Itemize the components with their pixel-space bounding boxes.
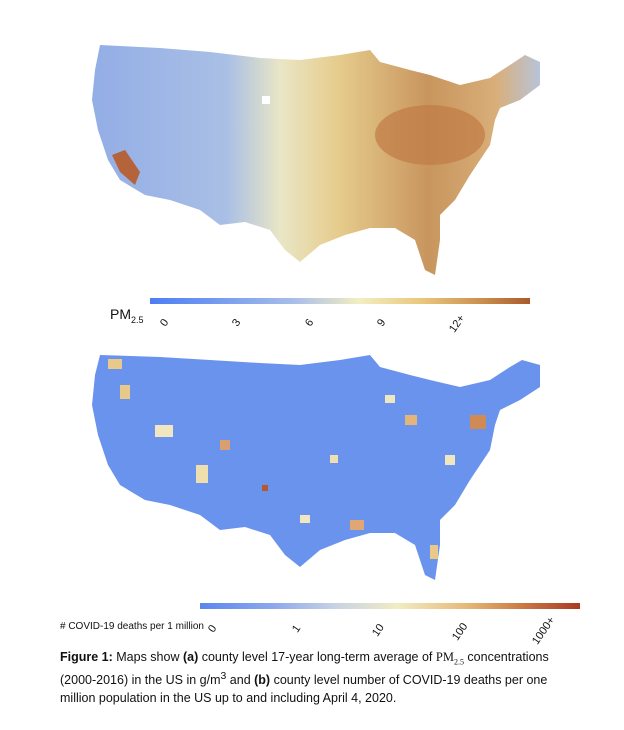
us-outline-b xyxy=(92,355,540,580)
covid-deaths-map xyxy=(92,355,540,580)
covid-county-blotches xyxy=(108,359,486,559)
pm25-tick: 12+ xyxy=(447,312,468,335)
caption-prefix: Figure 1: xyxy=(60,650,113,664)
pm25-map xyxy=(92,45,540,275)
covid-tick: 10 xyxy=(370,621,387,639)
figure-caption: Figure 1: Maps show (a) county level 17-… xyxy=(60,650,549,706)
covid-tick: 100 xyxy=(450,620,471,643)
covid-tick: 0 xyxy=(206,622,220,635)
covid-colorbar xyxy=(200,603,580,609)
covid-colorbar-label: # COVID-19 deaths per 1 million xyxy=(60,621,204,632)
pm25-colorbar xyxy=(150,298,530,304)
california-hotspot xyxy=(112,150,140,185)
covid-tick: 1 xyxy=(290,622,304,635)
pm25-tick: 6 xyxy=(303,316,317,329)
pm25-tick: 9 xyxy=(375,316,389,329)
midwest-hotspot xyxy=(375,105,485,165)
pm25-colorbar-label: PM2.5 xyxy=(110,306,144,325)
pm25-tick: 0 xyxy=(158,316,172,329)
missing-county xyxy=(262,96,270,104)
us-outline-a xyxy=(92,45,540,275)
pm25-tick: 3 xyxy=(230,316,244,329)
covid-tick: 1000+ xyxy=(530,614,558,647)
